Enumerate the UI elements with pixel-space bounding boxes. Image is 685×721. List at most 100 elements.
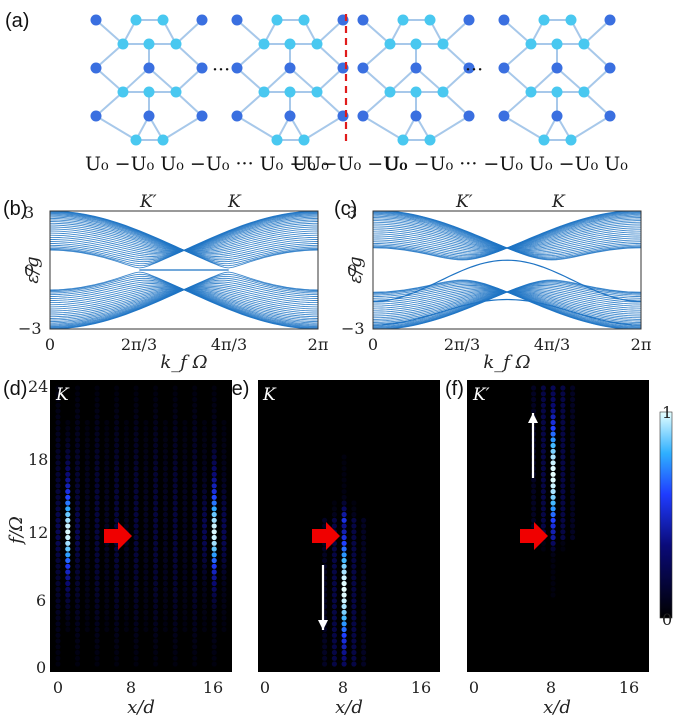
heatmap-dot: [560, 402, 566, 408]
heatmap-dot: [540, 494, 547, 500]
heatmap-dot: [540, 546, 547, 552]
lattice-site: [170, 86, 182, 98]
heatmap-dot: [192, 534, 198, 541]
heatmap-dot: [221, 552, 227, 558]
heatmap-dot: [162, 425, 168, 431]
heatmap-dot: [550, 511, 556, 518]
heatmap-dot: [221, 500, 227, 506]
heatmap-dot: [211, 552, 217, 558]
lattice-bond: [362, 115, 404, 141]
heatmap-dot: [153, 402, 159, 408]
lattice-site: [196, 14, 208, 26]
heatmap-dot: [143, 603, 149, 610]
heatmap-dot: [133, 632, 139, 638]
heatmap-dot: [143, 534, 149, 541]
heatmap-dot: [570, 460, 576, 466]
lattice-site: [357, 110, 369, 122]
heatmap-dot: [211, 442, 217, 449]
heatmap-dot: [162, 546, 168, 552]
heatmap-dot: [84, 477, 90, 483]
lattice-bond: [583, 91, 611, 117]
heatmap-dot: [570, 431, 576, 437]
heatmap-dot: [351, 517, 357, 523]
heatmap-dot: [65, 471, 71, 477]
heatmap-dot: [172, 500, 178, 506]
heatmap-dot: [192, 500, 198, 506]
heatmap-dot: [201, 500, 208, 506]
heatmap-dot: [172, 523, 178, 529]
heatmap-dot: [123, 425, 129, 431]
heatmap-dot: [540, 465, 547, 472]
heatmap-dot: [211, 471, 217, 477]
heatmap-dot: [570, 465, 576, 472]
heatmap-dot: [104, 580, 110, 587]
heatmap-dot: [74, 402, 81, 408]
heatmap-dot: [114, 494, 120, 500]
heatmap-dot: [331, 615, 337, 621]
heatmap-f: [467, 380, 649, 672]
heatmap-dot: [74, 534, 81, 541]
heatmap-dot: [94, 437, 100, 443]
heatmap-dot: [172, 557, 178, 564]
lattice-bond: [316, 43, 344, 69]
heatmap-dot: [123, 546, 129, 552]
ytick-b-3: 3: [24, 203, 34, 222]
xtick-e-16: 16: [411, 678, 431, 697]
heatmap-dot: [341, 546, 347, 552]
lattice-site: [525, 38, 537, 50]
heatmap-dot: [560, 442, 566, 449]
heatmap-dot: [55, 488, 61, 495]
heatmap-dot: [361, 649, 367, 656]
heatmap-dot: [153, 506, 159, 512]
lattice-bond: [303, 115, 344, 141]
heatmap-dot: [560, 483, 566, 489]
band-line: [372, 279, 641, 330]
heatmap-dot: [84, 488, 90, 495]
top-label-kprime-c: K′: [455, 192, 473, 212]
heatmap-dot: [143, 471, 149, 477]
heatmap-dot: [540, 488, 547, 495]
heatmap-dot: [550, 465, 556, 472]
heatmap-dot: [55, 396, 61, 403]
heatmap-dot: [351, 511, 357, 518]
ytick-d-6: 6: [36, 591, 46, 610]
heatmap-dot: [331, 575, 337, 581]
lattice-site: [231, 14, 243, 26]
heatmap-dot: [114, 391, 120, 397]
heatmap-dot: [114, 609, 120, 615]
heatmap-dot: [201, 569, 208, 575]
heatmap-dot: [153, 632, 159, 638]
heatmap-dot: [540, 471, 547, 477]
heatmap-dot: [211, 569, 217, 575]
heatmap-dot: [133, 540, 139, 546]
potential-label-left: U₀ −U₀ U₀ −U₀ ··· U₀ −U₀: [85, 153, 329, 175]
heatmap-dot: [55, 529, 61, 535]
heatmap-dot: [331, 586, 337, 592]
heatmap-dot: [162, 488, 168, 495]
heatmap-dot: [531, 500, 537, 506]
lattice-bond: [316, 19, 344, 45]
heatmap-dot: [94, 408, 100, 414]
heatmap-dot: [211, 414, 217, 420]
heatmap-dot: [133, 655, 139, 661]
heatmap-dot: [74, 500, 81, 506]
heatmap-dot: [94, 396, 100, 403]
heatmap-dot: [341, 626, 347, 633]
heatmap-dot: [221, 626, 227, 633]
heatmap-dot: [322, 644, 328, 650]
heatmap-dot: [74, 483, 81, 489]
heatmap-dot: [221, 483, 227, 489]
heatmap-dot: [55, 483, 61, 489]
heatmap-dot: [65, 609, 71, 615]
heatmap-dot: [351, 534, 357, 541]
heatmap-dot: [172, 511, 178, 518]
heatmap-dot: [84, 523, 90, 529]
heatmap-dot: [550, 500, 556, 506]
heatmap-dot: [182, 603, 188, 610]
heatmap-dot: [55, 511, 61, 518]
heatmap-dot: [172, 471, 178, 477]
panel-c-label: (c): [334, 198, 357, 220]
lattice-bond: [570, 115, 611, 141]
heatmap-dot: [55, 626, 61, 633]
heatmap-dot: [211, 534, 217, 541]
